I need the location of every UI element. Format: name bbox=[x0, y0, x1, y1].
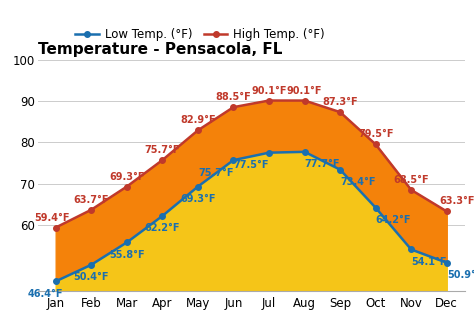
Text: 73.4°F: 73.4°F bbox=[340, 177, 375, 187]
Text: 62.2°F: 62.2°F bbox=[145, 223, 180, 233]
Text: 46.4°F: 46.4°F bbox=[27, 289, 63, 299]
Text: 88.5°F: 88.5°F bbox=[216, 92, 251, 102]
Text: 77.7°F: 77.7°F bbox=[305, 159, 340, 169]
Text: 63.3°F: 63.3°F bbox=[440, 197, 474, 207]
Text: 90.1°F: 90.1°F bbox=[287, 86, 322, 96]
Text: 87.3°F: 87.3°F bbox=[322, 97, 358, 107]
Text: 90.1°F: 90.1°F bbox=[251, 86, 287, 96]
Text: 50.9°F: 50.9°F bbox=[447, 270, 474, 280]
Text: 69.3°F: 69.3°F bbox=[109, 172, 145, 182]
Text: 59.4°F: 59.4°F bbox=[35, 213, 70, 222]
Text: Temperature - Pensacola, FL: Temperature - Pensacola, FL bbox=[38, 42, 283, 57]
Text: 54.1°F: 54.1°F bbox=[411, 257, 447, 267]
Text: 55.8°F: 55.8°F bbox=[109, 250, 145, 260]
Text: 50.4°F: 50.4°F bbox=[73, 272, 109, 282]
Text: 63.7°F: 63.7°F bbox=[73, 195, 109, 205]
Legend: Low Temp. (°F), High Temp. (°F): Low Temp. (°F), High Temp. (°F) bbox=[70, 24, 330, 46]
Text: 75.7°F: 75.7°F bbox=[198, 167, 233, 177]
Text: 64.2°F: 64.2°F bbox=[376, 215, 411, 225]
Text: 69.3°F: 69.3°F bbox=[180, 194, 216, 204]
Text: 75.7°F: 75.7°F bbox=[145, 145, 180, 155]
Text: 82.9°F: 82.9°F bbox=[180, 116, 216, 125]
Text: 68.5°F: 68.5°F bbox=[393, 175, 429, 185]
Text: 77.5°F: 77.5°F bbox=[234, 160, 269, 170]
Text: 79.5°F: 79.5°F bbox=[358, 129, 393, 139]
